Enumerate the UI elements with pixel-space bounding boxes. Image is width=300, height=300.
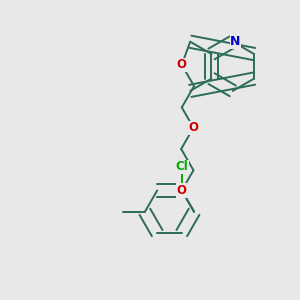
Text: O: O [177,184,187,197]
Text: Cl: Cl [176,160,188,173]
Text: O: O [188,121,199,134]
Text: N: N [230,35,241,48]
Text: O: O [177,58,187,71]
